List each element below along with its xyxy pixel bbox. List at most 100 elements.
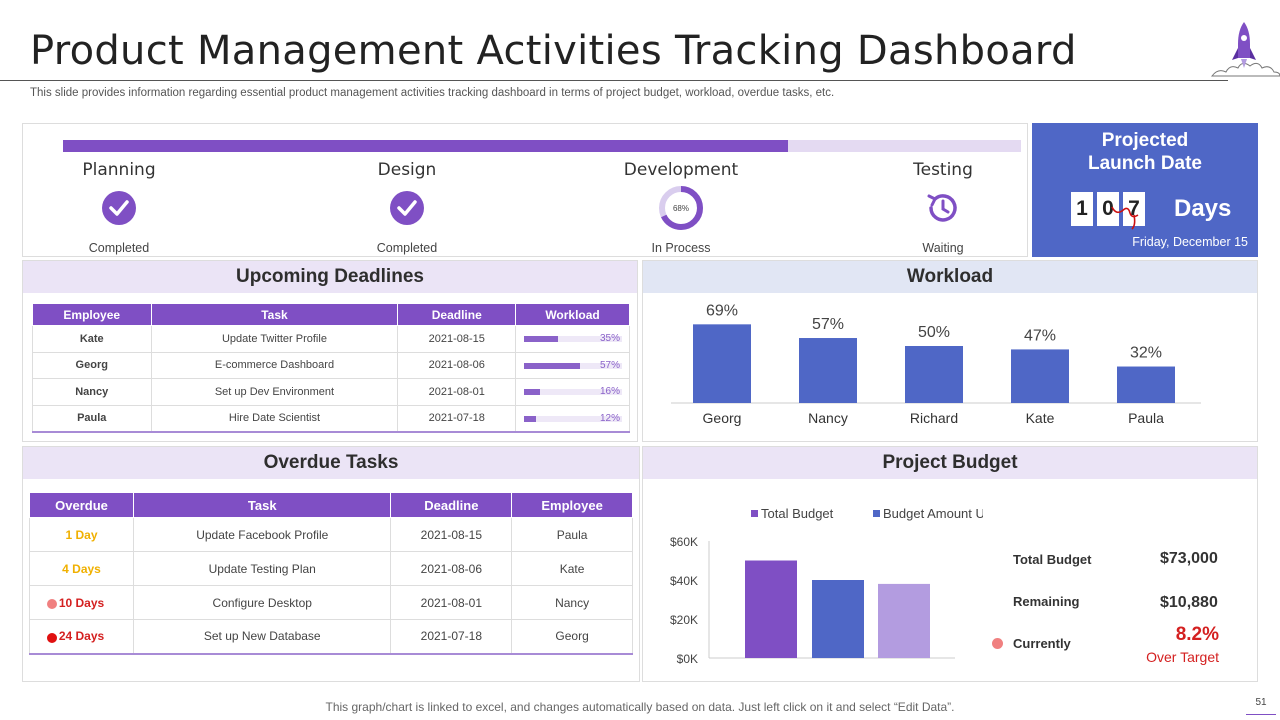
workload-bar	[905, 346, 963, 403]
footer-note: This graph/chart is linked to excel, and…	[325, 700, 955, 714]
deadline-cell: 2021-08-06	[390, 551, 513, 586]
currently-value: 8.2%	[1175, 624, 1219, 645]
deadlines-title: Upcoming Deadlines	[23, 261, 637, 293]
development-percent: 68%	[673, 204, 689, 213]
overdue-label: 24 Days	[58, 629, 105, 644]
workload-cell: 12%	[515, 404, 630, 433]
legend-swatch	[873, 510, 880, 517]
workload-bar-track	[524, 336, 623, 342]
employee-cell: Kate	[32, 325, 152, 353]
category-label: Kate	[1026, 410, 1055, 426]
workload-title: Workload	[643, 261, 1257, 293]
deadlines-panel: Upcoming Deadlines Employee Task Deadlin…	[22, 260, 638, 442]
days-digit: 0	[1097, 192, 1119, 226]
waiting-clock-icon	[927, 194, 957, 222]
workload-bar	[799, 338, 857, 403]
workload-cell: 16%	[515, 378, 630, 406]
workload-percent: 57%	[599, 359, 620, 371]
deadlines-table: Employee Task Deadline Workload Kate Upd…	[32, 303, 630, 433]
overdue-label: 1 Day	[65, 527, 98, 542]
stage-status: Completed	[376, 241, 438, 255]
column-header: Task	[132, 492, 392, 518]
stage-status: In Process	[651, 241, 711, 255]
table-row: Paula Hire Date Scientist 2021-07-18 12%	[32, 404, 630, 433]
page-subtitle: This slide provides information regardin…	[30, 87, 835, 99]
category-label: Nancy	[808, 410, 848, 426]
overdue-panel: Overdue Tasks Overdue Task Deadline Empl…	[22, 446, 640, 682]
category-label: Paula	[1128, 410, 1164, 426]
deadline-cell: 2021-07-18	[390, 619, 513, 655]
overdue-cell: 24 Days	[29, 619, 134, 655]
deadline-cell: 2021-08-01	[397, 378, 517, 406]
bar-value-label: 69%	[706, 302, 738, 319]
overdue-cell: 1 Day	[29, 517, 134, 552]
workload-percent: 16%	[599, 386, 620, 397]
deadline-cell: 2021-08-15	[397, 325, 517, 353]
budget-bar	[812, 580, 864, 658]
y-tick-label: $20K	[670, 613, 698, 627]
currently-label: Currently	[1013, 636, 1071, 651]
deadline-cell: 2021-08-01	[390, 585, 513, 620]
workload-cell: 35%	[515, 325, 630, 353]
status-dot-icon	[992, 638, 1003, 649]
table-row: 10 Days Configure Desktop 2021-08-01 Nan…	[29, 585, 633, 620]
task-cell: Set up New Database	[132, 619, 392, 655]
page-title: Product Management Activities Tracking D…	[30, 28, 1077, 74]
category-label: Richard	[910, 410, 958, 426]
legend-label: Budget Amount Used	[883, 506, 983, 521]
stage-design: Design	[327, 160, 487, 233]
launch-title-line1: Projected	[1101, 130, 1189, 151]
employee-cell: Nancy	[511, 585, 633, 620]
check-circle-icon	[390, 191, 424, 225]
stage-progress-fill	[63, 140, 789, 152]
task-cell: Set up Dev Environment	[150, 378, 399, 406]
task-cell: E-commerce Dashboard	[150, 351, 399, 379]
bar-value-label: 50%	[918, 324, 950, 341]
days-label: Days	[1174, 195, 1232, 222]
workload-cell: 57%	[515, 351, 630, 379]
y-tick-label: $0K	[677, 652, 698, 666]
workload-bar	[1011, 349, 1069, 403]
overdue-label: 4 Days	[62, 561, 101, 576]
budget-bar	[745, 560, 797, 658]
bar-value-label: 32%	[1130, 345, 1162, 362]
task-cell: Update Twitter Profile	[150, 325, 399, 353]
budget-panel: Project Budget Total Budget Budget Amount…	[642, 446, 1258, 682]
days-digit: 7	[1123, 192, 1145, 226]
deadline-cell: 2021-08-15	[390, 517, 513, 552]
stage-planning: Planning	[39, 160, 199, 233]
table-row: Kate Update Twitter Profile 2021-08-15 3…	[32, 325, 630, 353]
deadline-cell: 2021-08-06	[397, 351, 517, 379]
workload-chart: 69% Georg 57% Nancy 50% Richard 47% Kate 32% Paul…	[671, 302, 1201, 426]
column-header: Overdue	[29, 492, 134, 518]
table-row: 1 Day Update Facebook Profile 2021-08-15…	[29, 517, 633, 552]
overdue-table: Overdue Task Deadline Employee 1 Day Upd…	[29, 492, 633, 655]
budget-bar	[878, 583, 930, 658]
column-header: Task	[150, 303, 399, 326]
y-tick-label: $40K	[670, 574, 698, 588]
workload-bar-track	[524, 362, 623, 369]
stage-name: Planning	[82, 160, 156, 180]
column-header: Deadline	[390, 492, 513, 518]
employee-cell: Nancy	[32, 378, 152, 406]
stage-development: Development 68%	[601, 160, 761, 236]
annotation-scribble-icon	[1111, 206, 1139, 230]
category-label: Georg	[703, 410, 742, 426]
workload-bar	[1117, 366, 1175, 403]
remaining-value: $10,880	[1160, 594, 1218, 611]
total-budget-label: Total Budget	[1013, 552, 1092, 567]
total-budget-value: $73,000	[1160, 550, 1218, 567]
task-cell: Configure Desktop	[132, 585, 392, 620]
launch-date: Friday, December 15	[1132, 235, 1248, 249]
remaining-label: Remaining	[1013, 594, 1080, 609]
status-dot-icon	[47, 633, 57, 643]
employee-cell: Paula	[511, 517, 633, 552]
stage-name: Testing	[913, 160, 973, 180]
task-cell: Hire Date Scientist	[150, 404, 399, 433]
bar-value-label: 47%	[1024, 327, 1056, 344]
workload-bar-track	[524, 415, 623, 422]
overdue-cell: 4 Days	[29, 551, 134, 586]
check-circle-icon	[102, 191, 136, 225]
overdue-cell: 10 Days	[29, 585, 134, 620]
